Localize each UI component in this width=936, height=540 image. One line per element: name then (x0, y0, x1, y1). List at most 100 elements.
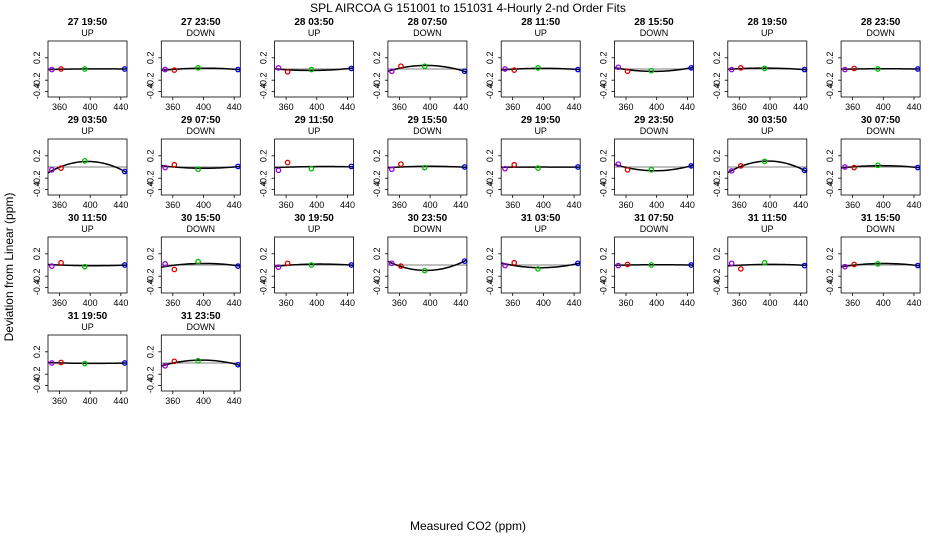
y-tick-label: 0.2 (825, 150, 835, 163)
y-tick-label: -0.2 (259, 268, 269, 284)
fit-curve (274, 165, 354, 169)
y-tick-label: -0.4 (32, 378, 42, 394)
x-tick-label: 400 (83, 396, 98, 406)
data-point (308, 66, 315, 73)
data-point (688, 65, 695, 71)
y-tick-label: -0.2 (32, 170, 42, 186)
data-point (348, 163, 355, 170)
data-point (388, 166, 395, 173)
y-tick-label: 0.2 (259, 52, 269, 65)
panel-subtitle: UP (761, 126, 774, 136)
y-tick-label: -0.4 (145, 378, 155, 394)
x-tick-label: 400 (649, 102, 664, 112)
data-point (511, 67, 518, 73)
data-point (388, 260, 395, 267)
data-point (761, 158, 768, 165)
y-tick-label: 0.2 (485, 52, 495, 65)
y-tick-label: 0.2 (32, 52, 42, 65)
x-tick-label: 400 (649, 200, 664, 210)
y-tick-label: 0.2 (259, 150, 269, 163)
y-tick-label: -0.4 (372, 84, 382, 100)
panel-subtitle: UP (81, 28, 94, 38)
data-point (81, 360, 88, 367)
data-point (162, 261, 168, 267)
data-point (728, 260, 735, 267)
y-tick-label: 0.2 (259, 248, 269, 261)
x-tick-label: 440 (340, 298, 355, 308)
y-tick-label: -0.4 (599, 182, 609, 198)
panel-subtitle: UP (81, 224, 94, 234)
data-point (195, 166, 201, 173)
data-point (398, 63, 404, 70)
data-point (195, 258, 201, 265)
data-point (81, 66, 88, 72)
x-tick-label: 400 (423, 102, 438, 112)
data-point (461, 68, 468, 75)
data-point (171, 161, 178, 168)
panel-subtitle: UP (308, 126, 321, 136)
y-tick-label: -0.4 (712, 182, 722, 198)
y-tick-label: 0.2 (599, 248, 609, 261)
y-tick-label: -0.2 (825, 170, 835, 186)
data-point (801, 66, 808, 73)
data-point (737, 65, 744, 71)
y-tick-label: -0.2 (32, 366, 42, 382)
y-tick-label: -0.4 (372, 182, 382, 198)
x-tick-label: 400 (876, 298, 891, 308)
y-tick-label: 0.2 (485, 248, 495, 261)
y-tick-label: 0.2 (145, 52, 155, 65)
x-tick-label: 360 (279, 102, 294, 112)
x-tick-label: 440 (340, 102, 355, 112)
data-point (421, 164, 428, 171)
y-tick-label: 0.2 (145, 150, 155, 163)
panel-title: 30 11:50 (68, 213, 107, 224)
x-tick-label: 360 (732, 102, 747, 112)
panel-subtitle: DOWN (640, 126, 669, 136)
panel-subtitle: DOWN (187, 126, 216, 136)
x-tick-label: 440 (793, 298, 808, 308)
x-tick-label: 440 (453, 200, 468, 210)
x-tick-label: 400 (423, 200, 438, 210)
panel-subtitle: DOWN (187, 28, 216, 38)
x-tick-label: 400 (876, 200, 891, 210)
data-point (851, 261, 857, 268)
data-point (121, 168, 128, 175)
data-point (235, 66, 241, 73)
data-point (648, 67, 655, 74)
data-point (801, 167, 808, 174)
x-tick-label: 440 (680, 200, 695, 210)
panel-subtitle: UP (534, 126, 547, 136)
data-point (121, 66, 128, 72)
data-point (801, 262, 808, 269)
y-tick-label: 0.2 (32, 248, 42, 261)
panel-title: 29 07:50 (181, 115, 221, 126)
panel-subtitle: DOWN (866, 126, 895, 136)
panel-title: 28 07:50 (408, 17, 448, 28)
x-tick-label: 400 (762, 298, 777, 308)
data-point (195, 65, 201, 71)
y-tick-label: -0.4 (825, 84, 835, 100)
data-point (575, 260, 581, 267)
data-point (461, 164, 468, 170)
y-tick-label: 0.2 (599, 150, 609, 163)
x-tick-label: 440 (227, 102, 242, 112)
data-point (535, 266, 541, 272)
panel-subtitle: UP (761, 224, 774, 234)
y-tick-label: -0.4 (32, 280, 42, 296)
data-point (851, 164, 857, 171)
data-point (875, 162, 881, 169)
x-tick-label: 440 (567, 200, 582, 210)
panel-subtitle: DOWN (866, 28, 895, 38)
data-point (275, 167, 282, 174)
x-tick-label: 440 (227, 298, 242, 308)
x-tick-label: 440 (567, 102, 582, 112)
x-tick-label: 400 (536, 102, 551, 112)
data-point (195, 357, 201, 364)
x-tick-label: 360 (618, 200, 633, 210)
